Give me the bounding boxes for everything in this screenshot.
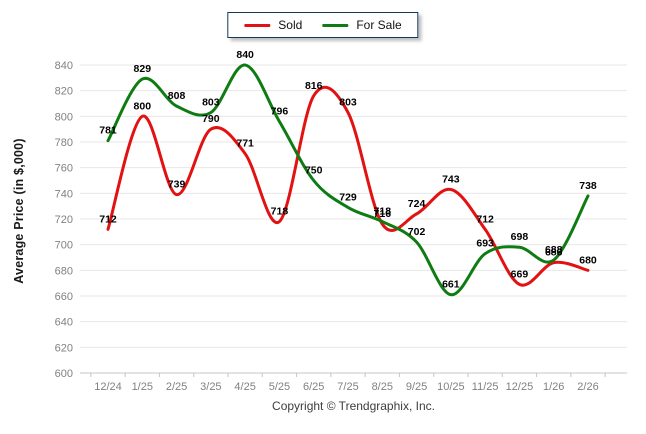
legend-item-sold: Sold — [244, 18, 302, 32]
y-tick-label: 780 — [55, 137, 73, 149]
x-tick-label: 11/25 — [472, 381, 499, 393]
data-label: 808 — [168, 90, 186, 102]
y-tick-label: 660 — [55, 291, 73, 303]
x-tick-label: 8/25 — [372, 381, 393, 393]
data-label: 796 — [271, 105, 289, 117]
x-tick-label: 5/25 — [269, 381, 290, 393]
data-label: 686 — [545, 247, 563, 259]
legend-label-for-sale: For Sale — [356, 18, 402, 32]
x-tick-label: 6/25 — [303, 381, 324, 393]
series-line-for-sale — [106, 63, 590, 297]
data-label: 712 — [99, 213, 117, 225]
data-label: 724 — [408, 198, 426, 210]
data-label: 816 — [305, 80, 323, 92]
data-label: 803 — [339, 96, 357, 108]
copyright-text: Copyright © Trendgraphix, Inc. — [272, 399, 435, 413]
y-tick-label: 600 — [55, 368, 73, 380]
y-tick-label: 720 — [55, 214, 73, 226]
data-label: 739 — [168, 179, 186, 191]
x-tick-label: 7/25 — [337, 381, 358, 393]
data-label: 718 — [271, 206, 289, 218]
x-tick-label: 1/25 — [132, 381, 153, 393]
data-label: 702 — [408, 226, 426, 238]
data-label: 680 — [579, 254, 597, 266]
data-label: 698 — [511, 231, 529, 243]
data-label: 693 — [476, 238, 494, 250]
data-label: 829 — [134, 63, 152, 75]
x-tick-label: 9/25 — [406, 381, 427, 393]
data-label: 781 — [99, 125, 117, 137]
data-label: 718 — [374, 206, 392, 218]
data-label: 661 — [442, 279, 460, 291]
data-label: 803 — [202, 96, 220, 108]
data-label: 729 — [339, 191, 357, 203]
y-tick-label: 740 — [55, 188, 73, 200]
legend-label-sold: Sold — [278, 18, 303, 32]
data-label: 716 — [374, 208, 392, 220]
data-label: 669 — [511, 268, 529, 280]
data-label: 712 — [476, 213, 494, 225]
y-tick-label: 700 — [55, 240, 73, 252]
x-tick-label: 12/25 — [506, 381, 534, 393]
y-tick-label: 800 — [55, 111, 73, 123]
data-label: 738 — [579, 180, 597, 192]
y-tick-label: 620 — [55, 342, 73, 354]
data-label: 743 — [442, 173, 460, 185]
x-tick-label: 3/25 — [200, 381, 221, 393]
y-axis-title: Average Price (in $,000) — [12, 138, 26, 284]
x-tick-label: 1/26 — [543, 381, 564, 393]
legend-item-for-sale: For Sale — [322, 18, 402, 32]
y-tick-label: 680 — [55, 265, 73, 277]
data-label: 840 — [236, 49, 254, 61]
data-label: 800 — [134, 100, 152, 112]
x-tick-label: 12/24 — [94, 381, 122, 393]
data-label: 771 — [236, 138, 254, 150]
x-tick-label: 4/25 — [234, 381, 255, 393]
y-tick-label: 820 — [55, 86, 73, 98]
series-line-sold — [106, 85, 590, 287]
y-tick-label: 640 — [55, 317, 73, 329]
sold-line-swatch-icon — [244, 23, 271, 27]
for-sale-line-swatch-icon — [322, 23, 349, 27]
x-tick-label: 10/25 — [437, 381, 465, 393]
legend: Sold For Sale — [227, 12, 419, 38]
data-label: 750 — [305, 165, 323, 177]
data-label: 688 — [545, 244, 563, 256]
x-tick-label: 2/26 — [577, 381, 598, 393]
data-label: 790 — [202, 113, 220, 125]
x-tick-label: 2/25 — [166, 381, 187, 393]
y-tick-label: 840 — [55, 60, 73, 72]
y-tick-label: 760 — [55, 163, 73, 175]
